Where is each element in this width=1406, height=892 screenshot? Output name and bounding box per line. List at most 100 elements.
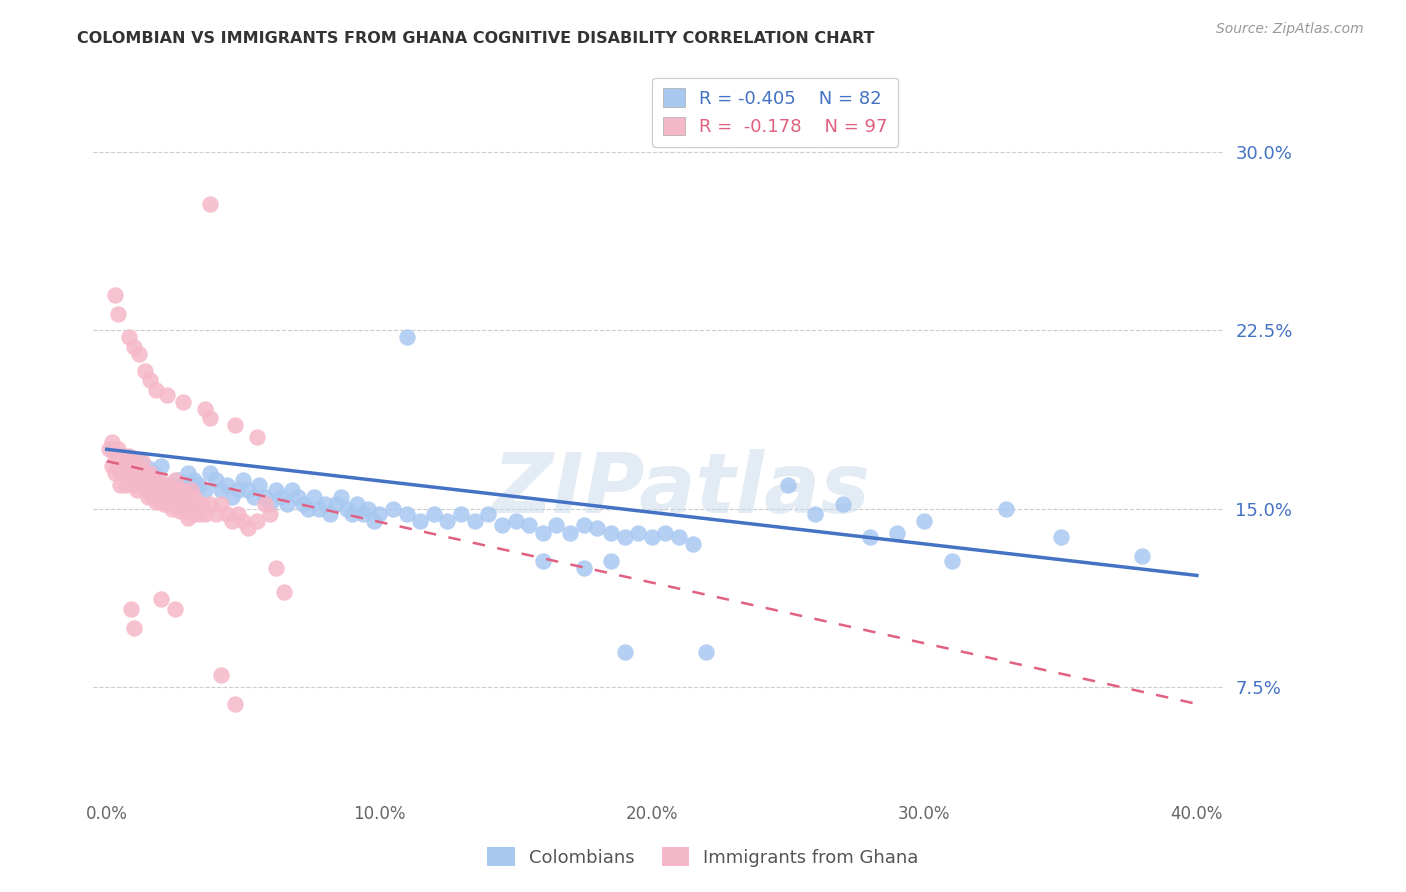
Point bbox=[104, 450, 127, 464]
Point bbox=[157, 483, 180, 497]
Point bbox=[160, 483, 183, 497]
Point bbox=[163, 473, 186, 487]
Point bbox=[600, 525, 623, 540]
Point bbox=[246, 430, 269, 444]
Point bbox=[325, 497, 347, 511]
Point bbox=[101, 458, 124, 473]
Point bbox=[134, 364, 156, 378]
Point bbox=[145, 383, 167, 397]
Point bbox=[128, 347, 150, 361]
Point bbox=[139, 466, 162, 480]
Point bbox=[357, 501, 380, 516]
Point bbox=[654, 525, 676, 540]
Point bbox=[287, 490, 309, 504]
Point bbox=[125, 466, 148, 480]
Point bbox=[450, 507, 472, 521]
Point bbox=[558, 525, 581, 540]
Point bbox=[136, 473, 159, 487]
Point bbox=[166, 497, 188, 511]
Point bbox=[128, 458, 150, 473]
Point bbox=[695, 644, 717, 658]
Point bbox=[319, 507, 342, 521]
Point bbox=[145, 494, 167, 508]
Point bbox=[136, 461, 159, 475]
Point bbox=[172, 497, 194, 511]
Point bbox=[204, 507, 226, 521]
Point bbox=[120, 601, 142, 615]
Point bbox=[150, 494, 173, 508]
Point bbox=[243, 490, 266, 504]
Point bbox=[264, 561, 287, 575]
Point bbox=[613, 530, 636, 544]
Point bbox=[335, 501, 357, 516]
Point bbox=[682, 537, 704, 551]
Point bbox=[153, 497, 176, 511]
Point bbox=[131, 473, 153, 487]
Point bbox=[776, 478, 799, 492]
Point bbox=[150, 478, 173, 492]
Point bbox=[668, 530, 690, 544]
Point bbox=[627, 525, 650, 540]
Point bbox=[120, 454, 142, 468]
Point bbox=[104, 466, 127, 480]
Point bbox=[183, 507, 205, 521]
Point bbox=[273, 585, 295, 599]
Point bbox=[177, 466, 200, 480]
Point bbox=[340, 507, 363, 521]
Point bbox=[238, 483, 260, 497]
Point bbox=[180, 497, 202, 511]
Point bbox=[163, 601, 186, 615]
Point bbox=[423, 507, 446, 521]
Point bbox=[204, 473, 226, 487]
Point bbox=[150, 592, 173, 607]
Point bbox=[145, 478, 167, 492]
Point bbox=[125, 483, 148, 497]
Point bbox=[169, 490, 191, 504]
Point bbox=[145, 473, 167, 487]
Point bbox=[172, 394, 194, 409]
Point bbox=[156, 494, 179, 508]
Point bbox=[215, 507, 238, 521]
Point bbox=[117, 466, 139, 480]
Point bbox=[134, 466, 156, 480]
Point bbox=[436, 514, 458, 528]
Point bbox=[600, 554, 623, 568]
Point bbox=[859, 530, 882, 544]
Point bbox=[112, 466, 135, 480]
Point bbox=[166, 483, 188, 497]
Point bbox=[276, 497, 298, 511]
Text: COLOMBIAN VS IMMIGRANTS FROM GHANA COGNITIVE DISABILITY CORRELATION CHART: COLOMBIAN VS IMMIGRANTS FROM GHANA COGNI… bbox=[77, 31, 875, 46]
Point bbox=[297, 501, 319, 516]
Point bbox=[253, 497, 276, 511]
Point bbox=[122, 458, 145, 473]
Point bbox=[641, 530, 664, 544]
Point bbox=[131, 454, 153, 468]
Point bbox=[200, 411, 222, 425]
Point bbox=[112, 454, 135, 468]
Point bbox=[122, 621, 145, 635]
Point bbox=[160, 501, 183, 516]
Point bbox=[238, 521, 260, 535]
Point bbox=[363, 514, 385, 528]
Legend: Colombians, Immigrants from Ghana: Colombians, Immigrants from Ghana bbox=[481, 840, 925, 874]
Point bbox=[177, 497, 200, 511]
Point bbox=[517, 518, 540, 533]
Point bbox=[110, 478, 132, 492]
Point bbox=[613, 644, 636, 658]
Point bbox=[381, 501, 404, 516]
Point bbox=[941, 554, 963, 568]
Point bbox=[180, 483, 202, 497]
Point bbox=[188, 478, 211, 492]
Point bbox=[232, 514, 254, 528]
Text: ZIPatlas: ZIPatlas bbox=[492, 449, 870, 530]
Point bbox=[572, 561, 595, 575]
Point bbox=[114, 458, 136, 473]
Point bbox=[142, 466, 165, 480]
Point bbox=[215, 478, 238, 492]
Point bbox=[139, 483, 162, 497]
Point bbox=[247, 478, 270, 492]
Point bbox=[120, 473, 142, 487]
Point bbox=[586, 521, 609, 535]
Point bbox=[117, 450, 139, 464]
Point bbox=[209, 497, 232, 511]
